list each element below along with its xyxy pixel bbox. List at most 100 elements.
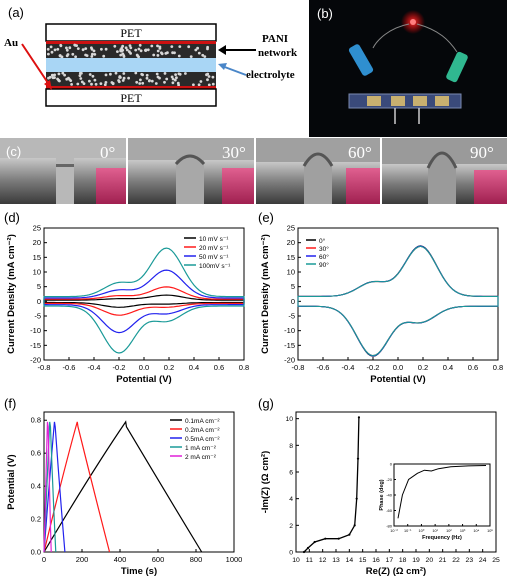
pani-pore xyxy=(104,47,108,51)
pani-pore xyxy=(177,54,181,58)
x-tick-label: 0.6 xyxy=(214,363,224,372)
electrolyte-label: electrolyte xyxy=(246,69,295,81)
legend-label: 50 mV s⁻¹ xyxy=(199,254,229,261)
y-tick-label: -20 xyxy=(30,356,41,365)
legend-label: 0.1mA cm⁻² xyxy=(185,418,220,425)
panel-label-c: (c) xyxy=(6,144,21,159)
pani-pore xyxy=(119,48,123,51)
pani-pore xyxy=(92,49,96,53)
pani-pore xyxy=(93,78,97,82)
pani-pore xyxy=(60,55,64,59)
pani-pore xyxy=(199,80,203,83)
pani-pore xyxy=(117,79,120,82)
pani-pore xyxy=(141,81,145,85)
x-tick-label: 19 xyxy=(412,557,420,564)
plot-frame xyxy=(295,411,497,553)
pani-pore xyxy=(70,83,73,86)
pani-pore xyxy=(156,49,160,53)
panel-label-e: (e) xyxy=(258,210,274,225)
strip-pad-3 xyxy=(413,96,427,106)
x-tick-label: 10 xyxy=(292,557,300,564)
pani-pore xyxy=(211,82,215,86)
au-arrowhead xyxy=(44,80,52,90)
pani-pore xyxy=(145,76,149,80)
x-tick-label: 0.0 xyxy=(139,363,149,372)
y-tick-label: 0 xyxy=(291,297,295,306)
gcd-chart: (f) 0 200 400 600 800 1000 0.0 0.2 0.4 0.6 0.8 Time… xyxy=(4,396,242,577)
pani-pore xyxy=(134,48,138,52)
y-tick-label: -20 xyxy=(284,356,295,365)
pani-pore xyxy=(154,82,158,85)
x-tick-label: 0.4 xyxy=(189,363,199,372)
nyquist-point xyxy=(306,546,310,550)
bend-angle-60: 60° xyxy=(348,143,372,162)
pani-pore xyxy=(58,54,62,57)
cv-bending-chart: (e) -0.8 -0.6 -0.4 -0.2 0.0 0.2 0.4 0.6 0.8 -20 -1… xyxy=(258,210,503,385)
pani-pore xyxy=(51,74,54,77)
x-tick-label: 11 xyxy=(306,557,313,564)
pani-pore xyxy=(163,72,167,75)
y-tick-label: 0 xyxy=(37,297,41,306)
pani-pore xyxy=(122,55,126,58)
inset-x-tick-label: 10² xyxy=(446,529,452,533)
pani-pore xyxy=(197,83,201,87)
pani-pore xyxy=(155,72,159,76)
x-tick-label: 0.4 xyxy=(443,363,453,372)
pani-pore xyxy=(122,76,126,80)
x-tick-label: 17 xyxy=(386,557,394,564)
pani-pore xyxy=(65,48,69,52)
nyquist-point xyxy=(348,533,351,536)
pani-pore xyxy=(173,78,177,82)
nyquist-point xyxy=(353,524,356,527)
x-axis-label: Potential (V) xyxy=(370,374,425,385)
gcd-curve xyxy=(43,421,57,553)
y-tick-label: 2 xyxy=(289,523,293,530)
pani-pore xyxy=(170,75,174,79)
pani-pore xyxy=(122,72,126,75)
x-tick-label: 0.8 xyxy=(493,363,503,372)
x-tick-label: 800 xyxy=(190,555,203,564)
legend-label: 100mV s⁻¹ xyxy=(199,263,231,270)
pani-pore xyxy=(116,50,119,53)
pani-pore xyxy=(156,54,160,57)
legend-label: 0° xyxy=(319,237,326,245)
pani-pore xyxy=(49,45,53,49)
nyquist-point xyxy=(356,457,360,460)
gcd-curve xyxy=(43,421,111,553)
pani-pore xyxy=(76,82,80,86)
y-tick-label: 0.2 xyxy=(31,515,41,524)
y-tick-label: 0.8 xyxy=(31,416,41,425)
pani-pore xyxy=(166,51,169,55)
pani-label-line1: PANI xyxy=(262,33,288,45)
pani-top-layer xyxy=(46,44,216,58)
wire-right xyxy=(416,23,458,53)
nyquist-point xyxy=(302,550,306,554)
inset-x-tick-label: 10⁴ xyxy=(473,529,479,533)
pani-pore xyxy=(93,53,97,56)
phase-curve xyxy=(397,465,487,519)
pani-pore xyxy=(103,83,107,87)
x-tick-label: -0.6 xyxy=(317,363,330,372)
pani-pore xyxy=(206,78,209,82)
pani-pore xyxy=(50,50,54,54)
inset-x-tick-label: 10⁻¹ xyxy=(404,529,412,533)
pani-pore xyxy=(104,81,108,84)
pani-pore xyxy=(129,52,133,55)
pani-pore xyxy=(68,46,72,50)
inset-y-tick-label: -40 xyxy=(386,493,393,498)
pani-pore xyxy=(59,44,63,48)
strip-pad-4 xyxy=(435,96,449,106)
x-tick-label: 0.2 xyxy=(418,363,428,372)
pet-bottom-label: PET xyxy=(120,91,142,105)
pani-pore xyxy=(170,45,174,48)
y-tick-label: 25 xyxy=(33,224,41,233)
au-bottom xyxy=(46,86,216,89)
pani-pore xyxy=(127,76,130,80)
pani-pore xyxy=(137,55,141,59)
pani-pore xyxy=(150,79,154,83)
pani-pore xyxy=(47,52,50,56)
strip-pad-1 xyxy=(367,96,381,106)
bend-angle-30: 30° xyxy=(222,143,246,162)
x-axis-label: Potential (V) xyxy=(116,374,171,385)
pani-pore xyxy=(137,47,141,51)
